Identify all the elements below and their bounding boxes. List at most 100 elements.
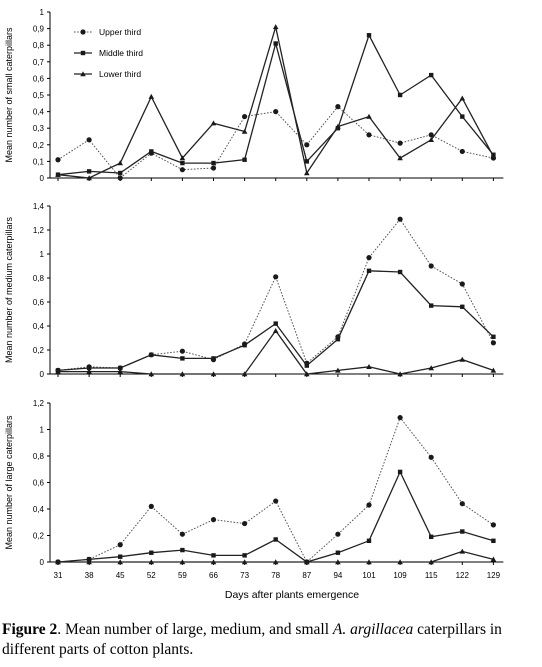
data-point-square	[335, 337, 341, 342]
data-point-triangle	[179, 559, 186, 565]
y-tick-label: 0,2	[33, 141, 45, 150]
x-tick-label: 87	[302, 571, 311, 580]
data-point-triangle	[55, 368, 61, 374]
data-point-triangle	[335, 367, 341, 373]
data-point-circle	[179, 167, 185, 173]
series-line-circle	[57, 105, 494, 179]
y-tick-label: 0,6	[33, 479, 45, 488]
data-point-triangle	[210, 559, 217, 565]
data-point-triangle	[241, 559, 248, 565]
y-tick-label: 1,4	[33, 202, 45, 211]
data-point-triangle	[459, 356, 466, 362]
data-point-circle	[242, 113, 248, 120]
caption-label: Figure 2	[2, 621, 58, 638]
data-point-triangle	[304, 170, 310, 176]
y-tick-label: 0,7	[33, 58, 45, 67]
data-point-square	[397, 469, 403, 475]
x-tick-label: 38	[85, 571, 94, 580]
data-point-square	[491, 538, 496, 543]
data-point-square	[460, 529, 465, 534]
data-point-square	[304, 159, 309, 164]
data-point-triangle	[179, 371, 186, 377]
data-point-circle	[179, 348, 185, 354]
data-point-circle	[210, 517, 217, 523]
data-point-triangle	[241, 128, 248, 134]
y-tick-label: 0,6	[33, 74, 45, 83]
data-point-square	[397, 92, 403, 98]
data-point-triangle	[86, 175, 92, 181]
y-tick-label: 0,8	[33, 41, 45, 50]
caption-species: A. argillacea	[332, 621, 414, 638]
data-point-circle	[273, 109, 279, 115]
data-point-triangle	[55, 559, 61, 565]
data-point-circle	[366, 255, 372, 261]
data-point-triangle	[179, 155, 186, 161]
data-point-square	[273, 537, 278, 542]
data-point-triangle	[366, 364, 372, 369]
figure-charts: 0 0,1 0,2 0,3 0,4 0,5 0,6 0,7 0,8 0,9 1 Mean number…	[4, 8, 504, 601]
y-tick-label: 0,3	[33, 124, 45, 133]
series-line-square	[57, 470, 494, 563]
x-tick-label: 66	[209, 571, 218, 580]
data-point-triangle	[86, 559, 92, 565]
y-tick-label: 0,9	[33, 25, 45, 34]
data-point-triangle	[397, 155, 403, 161]
data-point-circle	[148, 503, 154, 509]
legend: Upper third Middle third Lower third	[74, 27, 143, 79]
y-tick-label: 0	[40, 558, 45, 567]
data-point-triangle	[148, 559, 155, 565]
data-point-triangle	[397, 559, 403, 565]
data-point-circle	[117, 175, 123, 181]
data-point-square	[149, 149, 154, 154]
chart-panel-1: 0 0,1 0,2 0,3 0,4 0,5 0,6 0,7 0,8 0,9 1 Mean number…	[4, 8, 504, 183]
data-point-triangle	[304, 559, 310, 565]
chart-panel-2: 0 0,2 0,4 0,6 0,8 1 1,2 1,4 Mean number of mediu…	[4, 202, 504, 379]
data-point-circle	[459, 148, 465, 155]
y-tick-label: 0,4	[33, 322, 45, 331]
y-tick-label: 1	[40, 426, 45, 435]
y-tick-label: 0,4	[33, 505, 45, 514]
y-tick-label: 0,1	[33, 157, 45, 166]
data-point-square	[118, 170, 123, 176]
data-point-square	[491, 334, 496, 339]
legend-entry: Lower third	[99, 69, 141, 79]
caption-text-after: caterpillars in different parts of cotto…	[2, 621, 502, 658]
data-point-circle	[210, 165, 217, 171]
x-tick-label: 73	[240, 571, 249, 580]
data-point-square	[429, 72, 434, 78]
chart-panel-3: 0 0,2 0,4 0,6 0,8 1 1,2 Mean number of large ca…	[4, 399, 504, 601]
series-line-circle	[57, 218, 494, 371]
y-tick-label: 0,8	[33, 274, 45, 283]
data-point-circle	[428, 132, 434, 138]
data-point-circle	[397, 216, 403, 222]
legend-marker-circle	[80, 29, 86, 35]
data-point-circle	[397, 140, 403, 146]
data-point-square	[460, 114, 465, 119]
y-tick-label: 0	[40, 370, 45, 379]
data-point-triangle	[241, 371, 248, 377]
caption-text-before: . Mean number of large, medium, and smal…	[57, 621, 333, 638]
x-tick-label: 115	[425, 571, 438, 580]
data-point-circle	[459, 281, 465, 287]
data-point-circle	[55, 157, 61, 163]
data-point-circle	[490, 522, 496, 528]
data-point-square	[149, 352, 154, 357]
data-point-square	[366, 538, 372, 543]
data-point-square	[242, 553, 247, 558]
x-axis-title: Days after plants emergence	[225, 589, 359, 601]
data-point-triangle	[335, 559, 341, 565]
series-line-triangle	[58, 329, 494, 375]
data-point-triangle	[210, 371, 217, 377]
y-tick-label: 0,2	[33, 532, 45, 541]
data-point-square	[211, 356, 216, 361]
data-point-triangle	[428, 137, 434, 143]
data-point-triangle	[459, 95, 466, 101]
data-point-square	[429, 534, 434, 540]
data-point-triangle	[459, 548, 466, 554]
series-line-square	[57, 270, 494, 372]
x-tick-label: 31	[54, 571, 63, 580]
y-tick-label: 1,2	[33, 226, 45, 235]
y-axis-title: Mean number of small caterpillars	[4, 27, 14, 163]
data-point-circle	[366, 502, 372, 508]
data-point-circle	[242, 520, 248, 527]
